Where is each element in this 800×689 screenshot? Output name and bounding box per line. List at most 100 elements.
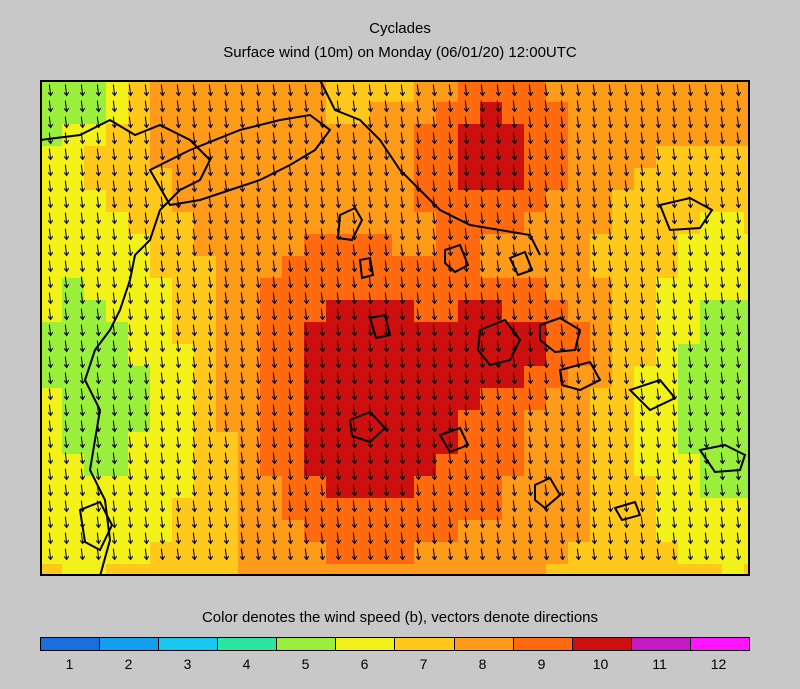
wind-speed-cell [414,102,437,125]
wind-speed-cell [568,234,591,257]
wind-speed-cell [62,498,85,521]
wind-speed-cell [458,234,481,257]
wind-vector [383,276,390,289]
wind-vector [287,308,294,321]
wind-speed-cell [590,454,613,477]
wind-vector [527,276,534,289]
wind-vector [495,404,502,417]
wind-vector [95,148,102,161]
wind-vector [383,180,390,193]
wind-vector [559,308,566,321]
wind-vector [415,84,422,97]
wind-vector [527,516,534,529]
wind-speed-cell [326,432,349,455]
wind-vector [367,308,374,321]
colorbar-swatch-6 [335,638,395,650]
wind-vector [191,180,198,193]
wind-vector [95,372,102,385]
wind-speed-cell [744,190,750,213]
wind-speed-cell [414,498,437,521]
wind-speed-cell [436,344,459,367]
wind-vector [95,212,102,225]
wind-vector [47,100,54,113]
wind-speed-cell [282,190,305,213]
wind-vector [479,548,486,561]
wind-vector [415,244,422,257]
wind-vector [159,100,166,113]
wind-vector [495,516,502,529]
wind-vector [191,324,198,337]
wind-vector [735,244,742,257]
wind-vector [47,340,54,353]
wind-speed-cell [172,124,195,147]
wind-vector [655,372,662,385]
wind-vector [223,276,230,289]
wind-vector [111,164,118,177]
wind-vector [431,196,438,209]
wind-vector [351,116,358,129]
wind-vector [63,404,70,417]
wind-vector [47,532,54,545]
wind-vector [95,420,102,433]
wind-vector [127,532,134,545]
colorbar-tick-11: 11 [652,656,667,672]
wind-vector [703,532,710,545]
wind-vector [415,356,422,369]
wind-speed-cell [546,388,569,411]
wind-speed-cell [480,498,503,521]
wind-vector [687,340,694,353]
wind-vector [143,260,150,273]
wind-vector [623,148,630,161]
wind-vector [511,404,518,417]
wind-vector [543,228,550,241]
wind-vector [159,148,166,161]
wind-vector [143,500,150,513]
wind-speed-cell [414,256,437,279]
wind-vector [399,404,406,417]
wind-vector [703,340,710,353]
wind-vector [287,468,294,481]
wind-vector [543,436,550,449]
wind-speed-cell [744,344,750,367]
wind-vector [95,244,102,257]
wind-vector [591,116,598,129]
wind-speed-cell [678,344,701,367]
wind-vector [223,356,230,369]
wind-vector [559,436,566,449]
wind-speed-cell [480,168,503,191]
wind-speed-cell [392,476,415,499]
wind-vector [63,164,70,177]
wind-vector [175,212,182,225]
wind-vector [703,388,710,401]
wind-speed-cell [40,344,63,367]
wind-vector [735,372,742,385]
wind-speed-cell [106,476,129,499]
wind-vector [191,420,198,433]
wind-vector [351,436,358,449]
wind-speed-cell [546,410,569,433]
wind-vector [671,180,678,193]
wind-vector [319,292,326,305]
wind-vector [159,420,166,433]
wind-speed-cell [150,256,173,279]
wind-vector [351,276,358,289]
wind-vector [303,340,310,353]
wind-vector [511,244,518,257]
wind-vector [143,388,150,401]
wind-vector [703,452,710,465]
wind-vector [399,420,406,433]
wind-vector [527,132,534,145]
wind-vector [511,372,518,385]
wind-speed-cell [172,476,195,499]
wind-speed-cell [568,146,591,169]
wind-speed-cell [370,454,393,477]
wind-vector [671,500,678,513]
wind-speed-cell [216,520,239,543]
wind-vector [95,196,102,209]
wind-speed-cell [282,146,305,169]
wind-speed-cell [194,256,217,279]
wind-speed-cell [282,300,305,323]
wind-speed-cell [634,256,657,279]
wind-vector [351,420,358,433]
wind-vector [351,516,358,529]
